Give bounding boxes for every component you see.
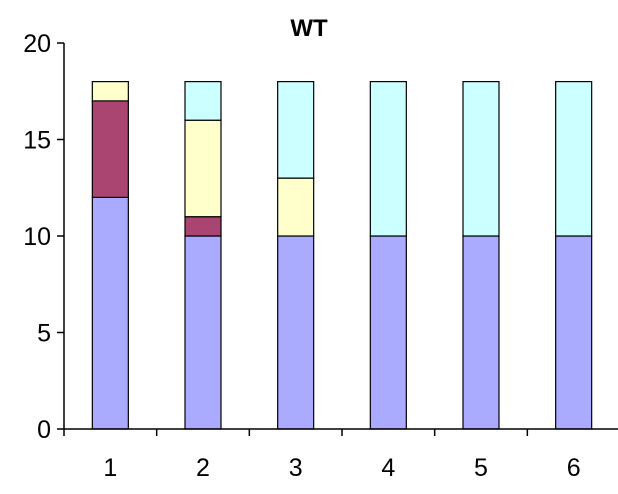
bar-segment-4-series-4 [369, 80, 407, 237]
x-tick-label: 2 [196, 454, 210, 482]
bar-segment-5-series-1 [462, 235, 500, 430]
y-tick-label: 5 [37, 320, 51, 348]
bar-segment-4-series-1 [369, 235, 407, 430]
bars-layer [91, 80, 593, 430]
bar-segment-5-series-4 [462, 80, 500, 237]
y-tick-label: 10 [23, 223, 51, 251]
x-tick-label: 4 [381, 454, 395, 482]
axes-layer [63, 43, 618, 430]
bar-segment-2-series-2 [184, 216, 222, 237]
bar-segment-6-series-1 [555, 235, 593, 430]
bar-segment-2-series-4 [184, 80, 222, 121]
bar-segment-1-series-3 [91, 80, 129, 102]
bar-segment-2-series-3 [184, 119, 222, 218]
y-tick-label: 20 [23, 30, 51, 58]
bar-segment-3-series-4 [277, 80, 315, 179]
y-tick-label: 0 [37, 416, 51, 444]
x-tick-label: 1 [103, 454, 117, 482]
chart-title: WT [290, 15, 328, 42]
y-tick-label: 15 [23, 127, 51, 155]
x-tick-label: 6 [567, 454, 581, 482]
x-tick-label: 5 [474, 454, 488, 482]
x-tick-label: 3 [289, 454, 303, 482]
bar-segment-6-series-4 [555, 80, 593, 237]
bar-segment-1-series-2 [91, 100, 129, 199]
bar-segment-1-series-1 [91, 196, 129, 430]
bar-segment-3-series-3 [277, 177, 315, 237]
y-ticks-layer: 0 5 10 15 20 [23, 30, 64, 444]
bar-segment-3-series-1 [277, 235, 315, 430]
x-ticks-layer: 1 2 3 4 5 6 [63, 429, 581, 482]
bar-segment-2-series-1 [184, 235, 222, 430]
